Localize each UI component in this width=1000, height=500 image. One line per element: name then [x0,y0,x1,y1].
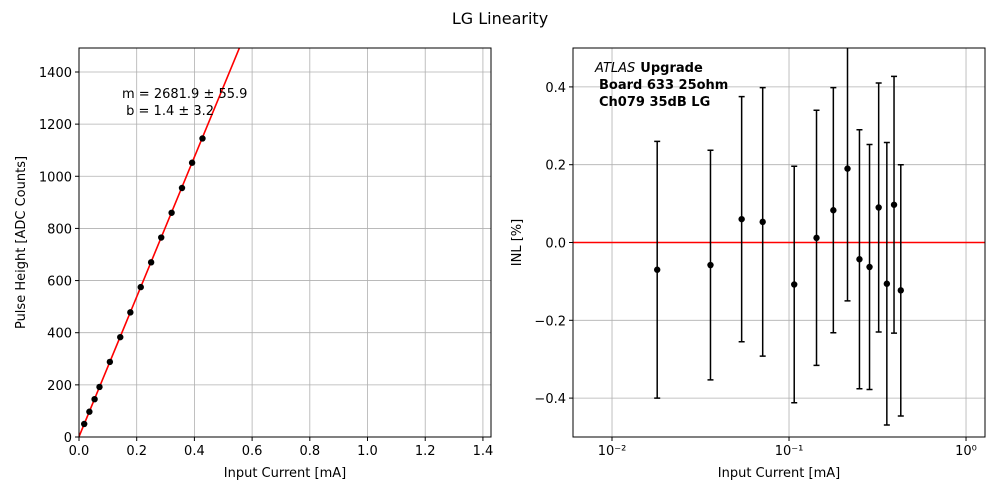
y-tick-label: −0.4 [534,392,566,407]
data-point [80,420,88,428]
x-tick-label: 0.4 [184,444,205,459]
data-point [844,165,851,172]
data-point [158,234,165,241]
data-point [199,135,206,142]
y-tick-label: 0.2 [545,159,566,174]
figure-title: LG Linearity [452,9,548,28]
data-point [653,266,661,273]
y-tick-label: 1200 [39,118,72,133]
y-tick-label: 0.0 [545,237,566,252]
data-point [738,215,745,223]
data-point [813,234,820,242]
data-point [830,207,837,214]
data-point [866,263,873,271]
x-tick-label: 10⁻¹ [775,444,804,459]
data-point [127,309,134,316]
atlas-bold: Ch079 35dB LG [599,95,710,110]
x-tick-label: 1.2 [415,444,436,459]
y-tick-label: 600 [47,275,72,290]
x-tick-label: 10⁰ [955,444,977,459]
y-tick-label: 200 [47,379,72,394]
y-axis-label: INL [%] [510,219,525,266]
atlas-italic: ATLAS [594,61,635,76]
data-point [178,184,186,192]
data-point [707,261,714,269]
fit-annotation-line: m = 2681.9 ± 55.9 [122,87,247,102]
x-tick-label: 0.6 [242,444,263,459]
data-point [791,281,798,288]
data-point [897,287,904,294]
y-tick-label: 800 [47,222,72,237]
y-tick-label: 1000 [39,170,72,185]
axes: 0.0 0.2 0.4 0.6 0.8 1.0 1.2 1.4 0 200 400 600 800 100… [14,47,494,481]
fit-line [79,48,241,437]
y-tick-label: 1400 [39,66,72,81]
data-point [759,218,766,226]
data-point [106,358,114,366]
atlas-bold: Upgrade [640,61,703,76]
x-tick-label: 0.0 [69,444,90,459]
data-point [86,408,93,415]
x-tick-label: 1.0 [357,444,378,459]
y-tick-label: −0.2 [534,314,566,329]
data-point [168,209,175,216]
plot-area [79,48,241,437]
data-point [856,256,863,263]
fit-annotation: m = 2681.9 ± 55.9 b = 1.4 ± 3.2 [122,87,247,119]
data-point [875,204,882,211]
y-tick-label: 0 [64,431,72,446]
x-tick-label: 0.2 [126,444,147,459]
data-point [188,159,196,166]
data-point [147,259,155,266]
atlas-bold: Board 633 25ohm [599,78,728,93]
plot-area [573,48,985,426]
data-point [117,333,124,341]
x-axis-label: Input Current [mA] [224,466,346,481]
data-point [890,201,898,208]
x-tick-label: 0.8 [299,444,320,459]
y-tick-label: 400 [47,327,72,342]
data-point [96,383,103,391]
fit-annotation-line: b = 1.4 ± 3.2 [122,104,214,119]
data-point [883,280,891,287]
atlas-label: ATLAS Upgrade Board 633 25ohm Ch079 35dB LG [594,61,728,110]
y-tick-label: 0.4 [545,81,566,96]
x-axis-label: Input Current [mA] [718,466,840,481]
x-tick-label: 1.4 [473,444,494,459]
x-tick-label: 10⁻² [598,444,627,459]
axes: 10⁻² 10⁻¹ 10⁰ −0.4 −0.2 0.0 0.2 0.4 Input Curren… [510,47,986,481]
data-point [137,283,144,291]
axes-frame [78,47,492,438]
data-point [91,395,98,403]
axes-frame [572,47,986,438]
y-axis-label: Pulse Height [ADC Counts] [14,156,29,329]
